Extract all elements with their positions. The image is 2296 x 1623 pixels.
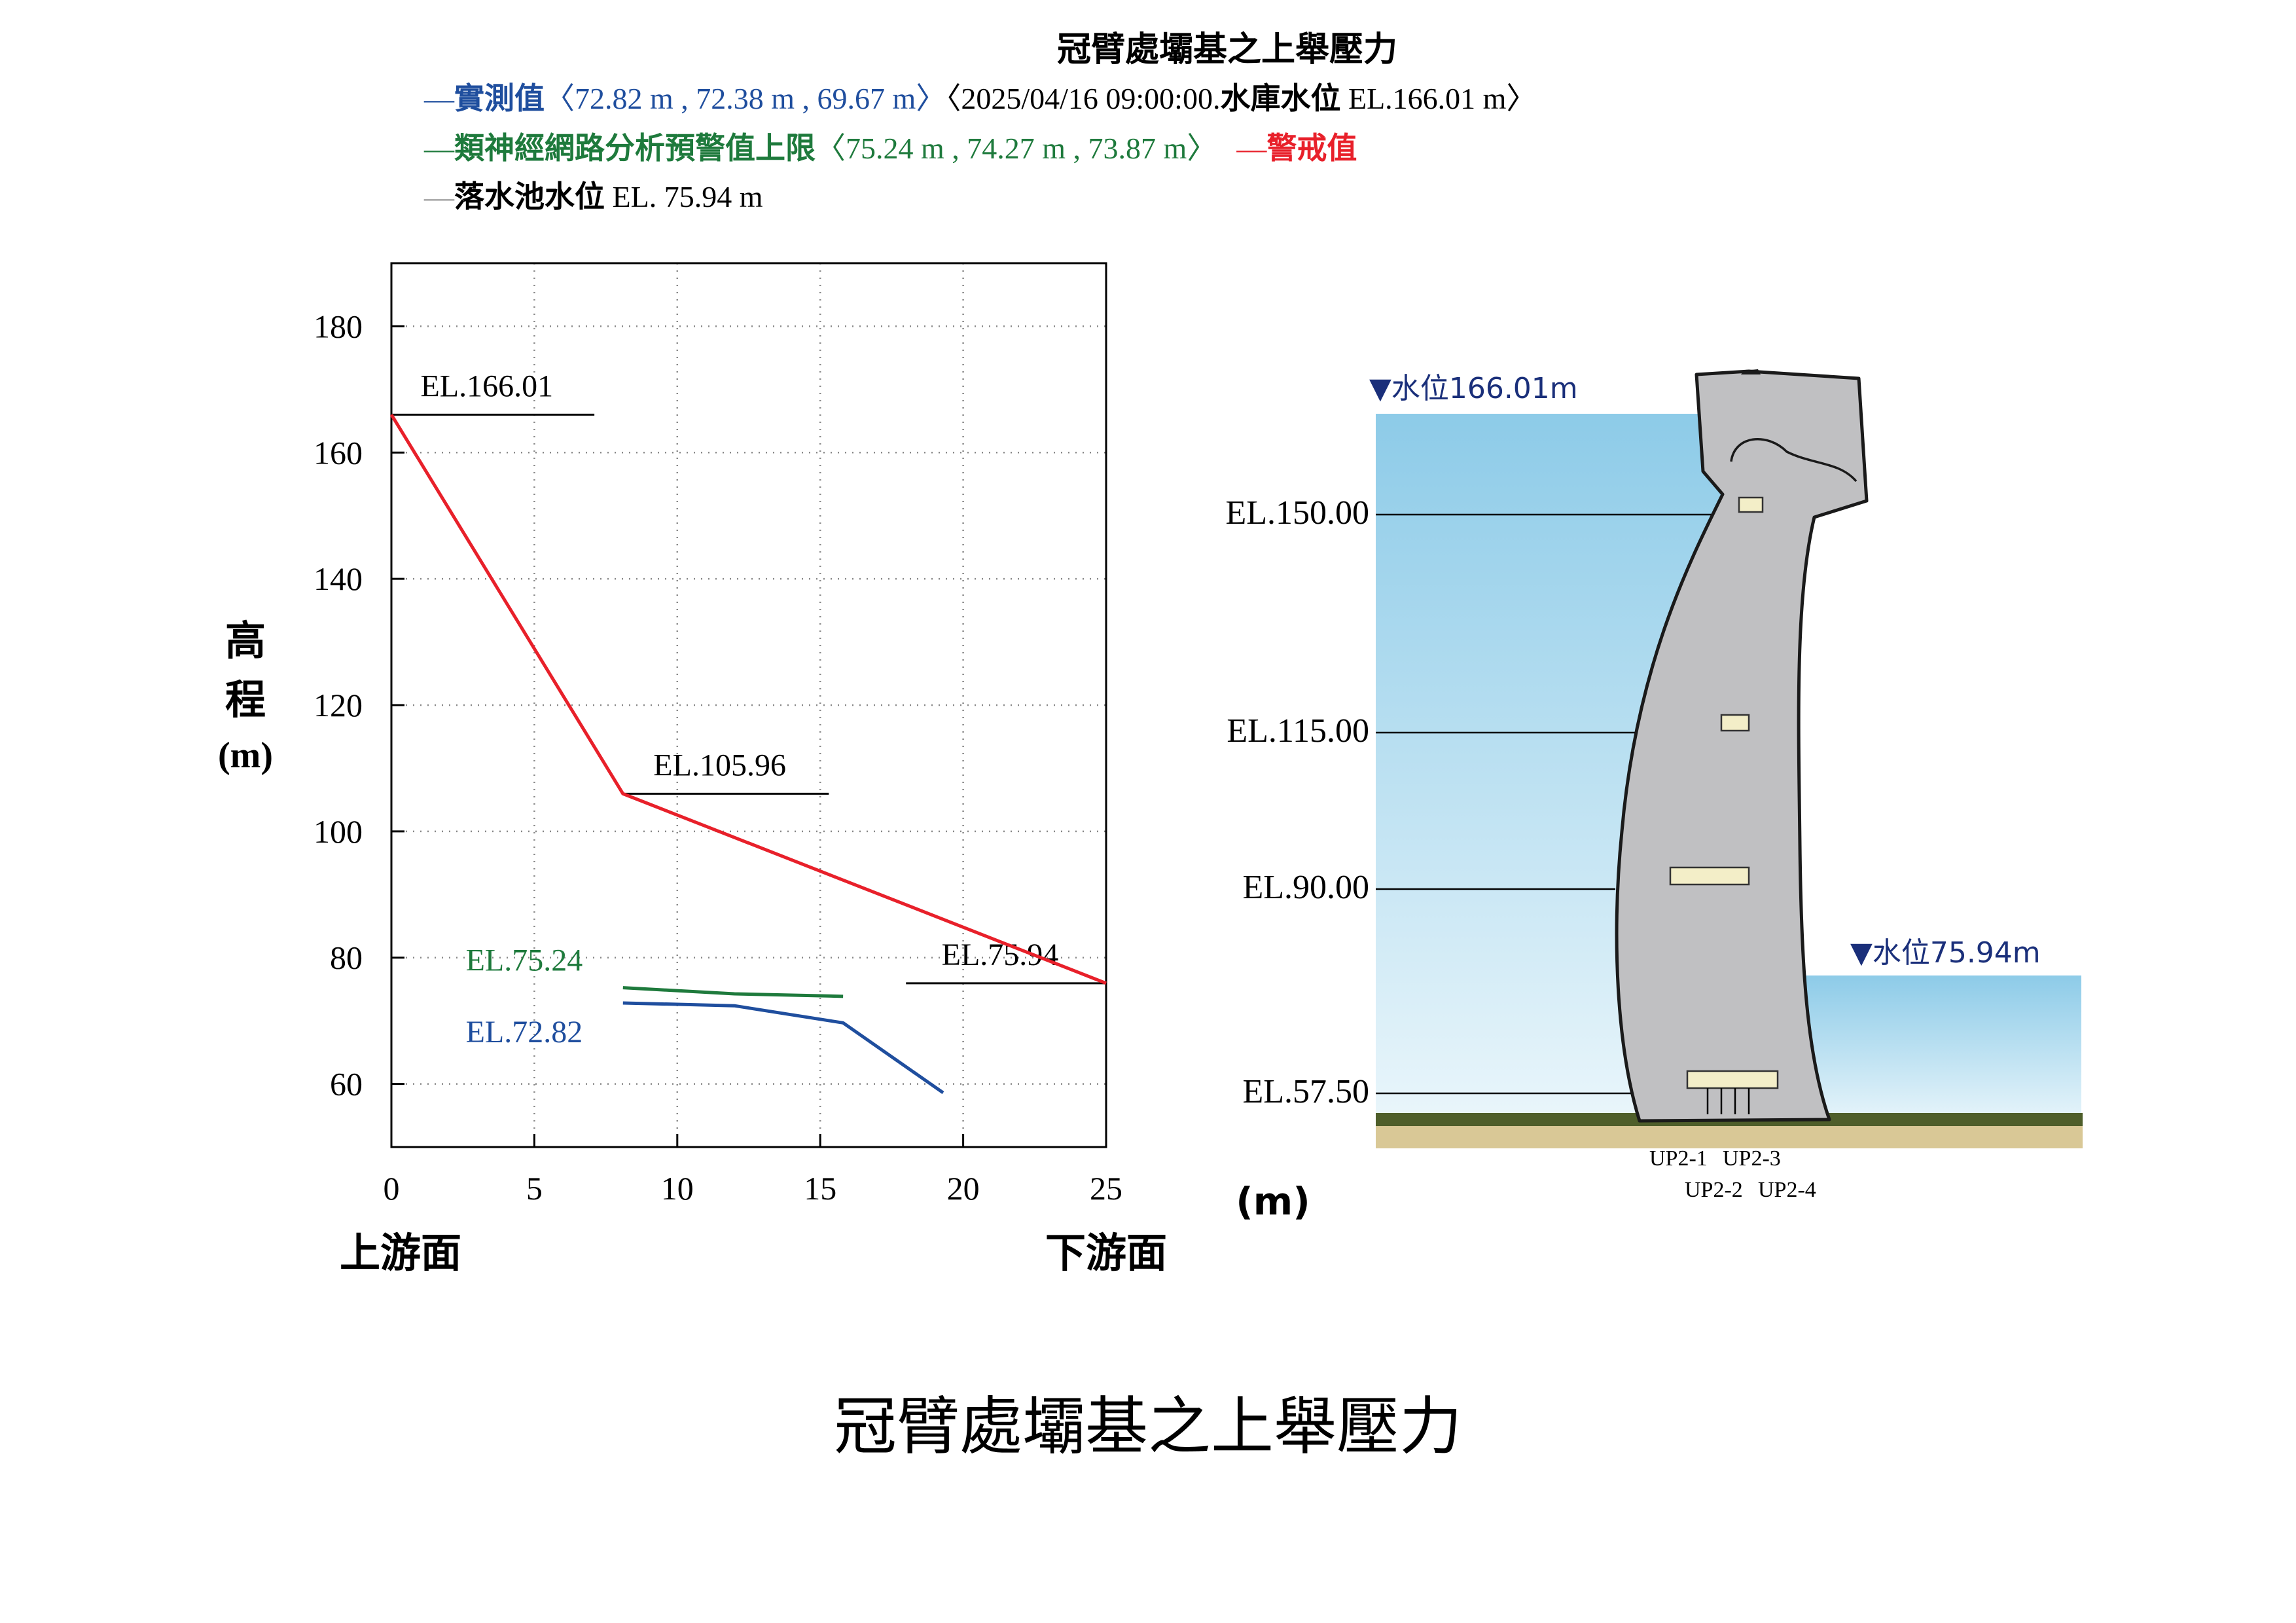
elevation-labels: EL.150.00 EL.115.00 EL.90.00 EL.57.50 — [1225, 494, 1369, 1110]
legend-tailwater-label: 落水池水位 — [454, 179, 605, 214]
y-tick-label: 80 — [330, 939, 363, 976]
y-axis-label: 高 程 (m) — [218, 617, 273, 776]
y-tick-label: 140 — [314, 560, 363, 597]
reservoir-level-label: ▼水位166.01m — [1369, 372, 1578, 405]
x-tick-label: 5 — [526, 1170, 543, 1207]
series-line-predicted — [622, 986, 844, 998]
legend-tailwater: —落水池水位 EL. 75.94 m — [423, 179, 763, 214]
x-tick-label: 15 — [804, 1170, 836, 1207]
reference-line-label: EL.166.01 — [420, 369, 553, 403]
legend-predicted-label: 類神經網路分析預警值上限 — [454, 130, 816, 166]
x-tick-label: 20 — [947, 1170, 980, 1207]
gallery-el115 — [1720, 714, 1750, 732]
elevation-label-57: EL.57.50 — [1242, 1073, 1369, 1110]
gallery-el90 — [1669, 866, 1750, 886]
elevation-label-150: EL.150.00 — [1225, 494, 1369, 532]
figure-caption: 冠臂處壩基之上舉壓力 — [834, 1392, 1462, 1462]
legend-alert-label: 警戒值 — [1266, 130, 1357, 166]
y-tick-label: 100 — [314, 813, 363, 850]
y-tick-label: 60 — [330, 1066, 363, 1103]
legend-measured-values: 〈72.82 m , 72.38 m , 69.67 m〉 — [545, 82, 946, 115]
legend-reservoir-value: EL.166.01 m〉 — [1340, 82, 1536, 115]
y-tick-label: 180 — [314, 308, 363, 344]
crest-parapet — [1741, 369, 1761, 374]
piezometer-label-up2-3: UP2-3 — [1723, 1146, 1781, 1171]
reference-line-label: EL.105.96 — [653, 748, 786, 782]
chart-series — [389, 414, 1107, 1095]
chart-title: 冠臂處壩基之上舉壓力 — [1057, 30, 1397, 69]
dam-diagram: ▼水位166.01m ▼水位75.94m EL.150.00 EL.115.00… — [1225, 369, 2083, 1224]
piezometer-pipes — [1706, 1088, 1750, 1114]
y-axis-label-unit: (m) — [218, 735, 273, 776]
legend-tailwater-value: EL. 75.94 m — [605, 180, 763, 213]
x-axis-label-downstream: 下游面 — [1045, 1229, 1167, 1277]
chart-axes: 60 80 100 120 140 160 180 0 5 10 15 20 25 — [314, 308, 1122, 1207]
legend-reservoir-label: 水庫水位 — [1220, 81, 1340, 116]
legend-predicted: —類神經網路分析預警值上限〈75.24 m , 74.27 m , 73.87 … — [423, 130, 1357, 166]
foundation — [1376, 1125, 2083, 1148]
chart-annotations: EL.75.24 EL.72.82 — [466, 943, 583, 1049]
gallery-foundation — [1686, 1070, 1779, 1089]
legend-predicted-swatch: — — [423, 132, 455, 165]
y-tick-label: 120 — [314, 687, 363, 723]
legend-measured: —實測值〈72.82 m , 72.38 m , 69.67 m〉〈2025/0… — [423, 81, 1536, 116]
dam-body — [1615, 369, 1869, 1123]
y-axis-label-1: 高 — [225, 617, 266, 665]
legend-alert-swatch: — — [1236, 132, 1267, 165]
piezometer-label-up2-2: UP2-2 — [1685, 1178, 1743, 1202]
x-axis-label-upstream: 上游面 — [340, 1229, 461, 1277]
series-line-measured — [622, 1001, 944, 1095]
y-axis-label-2: 程 — [225, 676, 266, 723]
series-line-alert — [389, 414, 1107, 985]
uplift-pressure-chart: 60 80 100 120 140 160 180 0 5 10 15 20 25 EL.166.01 E… — [314, 262, 1122, 1207]
x-tick-label: 10 — [661, 1170, 694, 1207]
crest-gallery-curve — [1730, 437, 1857, 483]
diagram-unit-label: (m) — [1236, 1179, 1310, 1224]
annotation-measured: EL.72.82 — [466, 1015, 583, 1049]
gallery-el150 — [1738, 496, 1764, 513]
legend-predicted-values: 〈75.24 m , 74.27 m , 73.87 m〉 — [816, 132, 1217, 165]
legend-tailwater-swatch: — — [423, 180, 455, 213]
legend-measured-label: 實測值 — [454, 81, 545, 116]
water-level-labels: ▼水位166.01m ▼水位75.94m — [1369, 372, 2041, 970]
piezometer-label-up2-1: UP2-1 — [1649, 1146, 1708, 1171]
tailwater-level-label: ▼水位75.94m — [1850, 936, 2041, 970]
elevation-label-90: EL.90.00 — [1242, 869, 1369, 906]
legend-measured-swatch: — — [423, 82, 455, 115]
annotation-predicted: EL.75.24 — [466, 943, 583, 978]
piezometer-labels: UP2-1 UP2-3 UP2-2 UP2-4 — [1649, 1146, 1816, 1202]
y-tick-label: 160 — [314, 434, 363, 471]
piezometer-label-up2-4: UP2-4 — [1758, 1178, 1816, 1202]
legend-measured-time: 〈2025/04/16 09:00:00. — [946, 82, 1220, 115]
elevation-label-115: EL.115.00 — [1227, 712, 1369, 750]
elevation-leaders — [1376, 513, 1723, 1095]
x-tick-label: 25 — [1090, 1170, 1122, 1207]
x-tick-label: 0 — [384, 1170, 400, 1207]
